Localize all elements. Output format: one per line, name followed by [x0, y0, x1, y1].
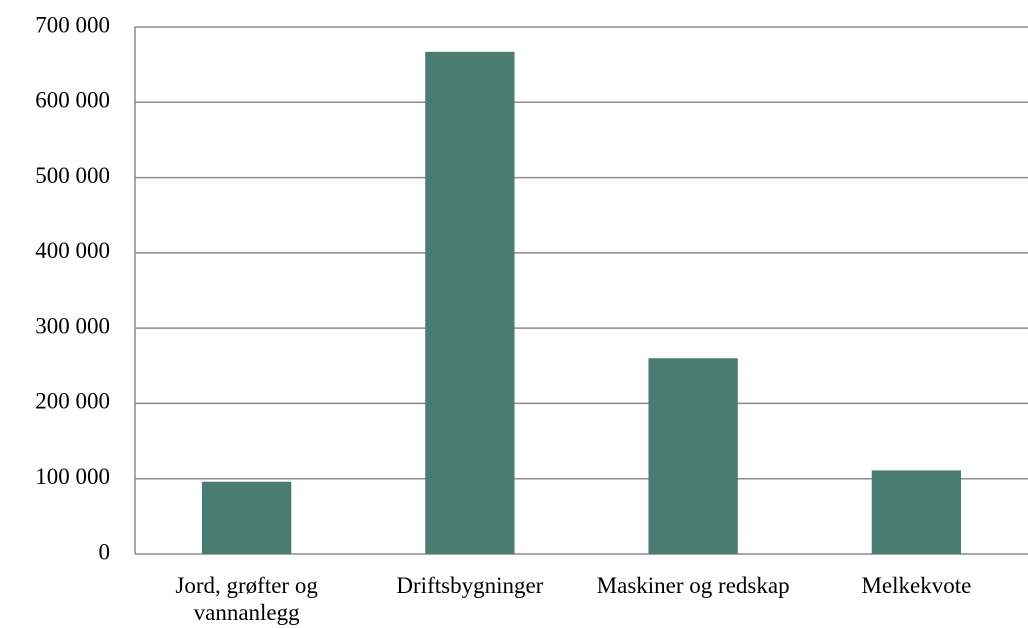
- y-tick-label: 700 000: [35, 12, 110, 37]
- x-tick-label: Driftsbygninger: [396, 573, 544, 598]
- y-tick-label: 200 000: [35, 389, 110, 414]
- x-tick-label: Jord, grøfter og vannanlegg: [175, 573, 318, 625]
- x-tick-label: Maskiner og redskap: [596, 573, 790, 598]
- bar: [871, 470, 962, 554]
- y-tick-label: 400 000: [35, 238, 110, 263]
- y-tick-label: 500 000: [35, 163, 110, 188]
- bar: [425, 51, 515, 554]
- y-tick-label: 600 000: [35, 88, 110, 113]
- y-tick-label: 100 000: [35, 464, 110, 489]
- y-tick-label: 300 000: [35, 313, 110, 338]
- bar: [201, 481, 292, 554]
- y-tick-label: 0: [99, 539, 111, 564]
- bar: [648, 358, 738, 554]
- x-tick-label: Melkekvote: [861, 573, 972, 598]
